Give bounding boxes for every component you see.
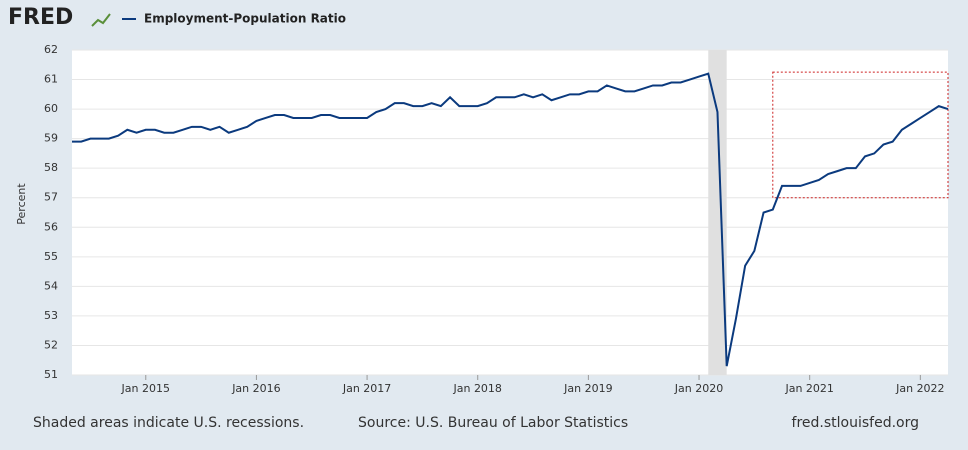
highlight-box (772, 71, 949, 199)
x-tick-label: Jan 2018 (452, 382, 501, 395)
source: Source: U.S. Bureau of Labor Statistics (358, 415, 628, 431)
y-tick-label: 58 (44, 161, 58, 174)
x-tick-label: Jan 2022 (895, 382, 944, 395)
footnote: Shaded areas indicate U.S. recessions. (33, 415, 304, 431)
logo-icon (91, 13, 111, 27)
x-tick-label: Jan 2021 (784, 382, 833, 395)
plot-area (72, 50, 948, 375)
x-tick-label: Jan 2020 (674, 382, 723, 395)
y-tick-label: 52 (44, 338, 58, 351)
y-tick-label: 62 (44, 43, 58, 56)
x-tick-label: Jan 2015 (121, 382, 170, 395)
y-tick-label: 60 (44, 102, 58, 115)
y-tick-label: 51 (44, 368, 58, 381)
recession-shade (708, 50, 727, 375)
y-tick-label: 61 (44, 73, 58, 86)
y-tick-label: 54 (44, 279, 58, 292)
y-tick-label: 53 (44, 309, 58, 322)
y-tick-label: 55 (44, 250, 58, 263)
x-tick-label: Jan 2017 (342, 382, 391, 395)
y-tick-label: 59 (44, 132, 58, 145)
x-tick-label: Jan 2019 (563, 382, 612, 395)
site-link[interactable]: fred.stlouisfed.org (792, 415, 919, 431)
y-tick-label: 57 (44, 191, 58, 204)
data-line (72, 72, 949, 367)
y-tick-label: 56 (44, 220, 58, 233)
y-axis-label: Percent (15, 183, 28, 225)
x-tick-label: Jan 2016 (231, 382, 280, 395)
logo[interactable]: FRED (8, 5, 73, 30)
legend-label: Employment-Population Ratio (144, 12, 346, 26)
